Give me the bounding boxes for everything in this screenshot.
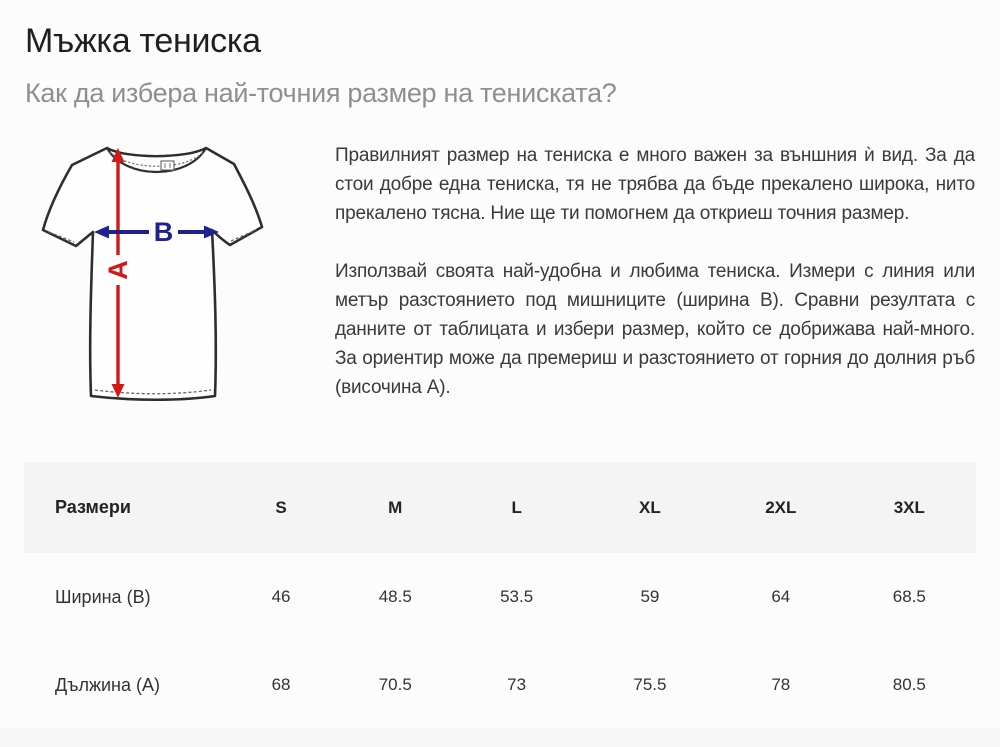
table-row-length: Дължина (A) 68 70.5 73 75.5 78 80.5: [24, 641, 976, 729]
header-cell-m: M: [388, 497, 403, 517]
header-cell-xl: XL: [639, 497, 661, 517]
width-arrow: B: [94, 217, 219, 247]
intro-paragraph-1: Правилният размер на тениска е много важ…: [335, 145, 975, 224]
width-arrowhead-right: [204, 225, 219, 239]
header-cell-l: L: [511, 497, 522, 517]
right-sleeve-stitching: [230, 229, 257, 242]
width-label: B: [154, 217, 174, 247]
length-value-2xl: 78: [771, 675, 791, 694]
length-value-s: 68: [271, 675, 291, 694]
height-arrowhead-top: [111, 148, 125, 162]
header-cell-s: S: [275, 497, 287, 517]
width-value-3xl: 68.5: [892, 587, 926, 606]
neck-label: [160, 160, 175, 171]
width-value-xl: 59: [640, 587, 660, 606]
tshirt-diagram: A B: [25, 138, 310, 426]
intro-text: Правилният размер на тениска е много важ…: [335, 141, 975, 431]
width-value-2xl: 64: [771, 587, 791, 606]
collar-band: [105, 146, 208, 174]
length-value-l: 73: [507, 675, 527, 694]
width-value-s: 46: [271, 587, 291, 606]
page-title: Мъжка тениска: [25, 22, 261, 60]
header-cell-2xl: 2XL: [765, 497, 797, 517]
size-table-header-row: Размери S M L XL 2XL 3XL: [24, 462, 976, 553]
width-value-l: 53.5: [500, 587, 534, 606]
tshirt-outline: [41, 146, 264, 402]
width-arrowhead-left: [94, 225, 109, 239]
width-value-m: 48.5: [378, 587, 412, 606]
length-value-xl: 75.5: [633, 675, 667, 694]
size-table: Размери S M L XL 2XL 3XL Ширина (B) 46 4…: [24, 462, 976, 729]
height-arrowhead-bottom: [111, 384, 125, 398]
bottom-divider: [0, 728, 1000, 747]
header-cell-sizes: Размери: [55, 497, 131, 517]
table-row-width: Ширина (B) 46 48.5 53.5 59 64 68.5: [24, 553, 976, 641]
length-value-m: 70.5: [378, 675, 412, 694]
row-label-length: Дължина (A): [55, 674, 160, 695]
tshirt-diagram-svg: A B: [41, 146, 264, 402]
page-subtitle: Как да избера най-точния размер на тенис…: [25, 78, 617, 108]
left-sleeve-stitching: [48, 231, 75, 243]
length-value-3xl: 80.5: [892, 675, 926, 694]
row-label-width: Ширина (B): [55, 586, 151, 607]
intro-paragraph-2: Използвай своята най-удобна и любима тен…: [335, 261, 975, 398]
height-label: A: [103, 260, 133, 280]
height-arrow: A: [103, 148, 133, 398]
header-cell-3xl: 3XL: [893, 497, 925, 517]
hem-stitching: [94, 389, 212, 395]
